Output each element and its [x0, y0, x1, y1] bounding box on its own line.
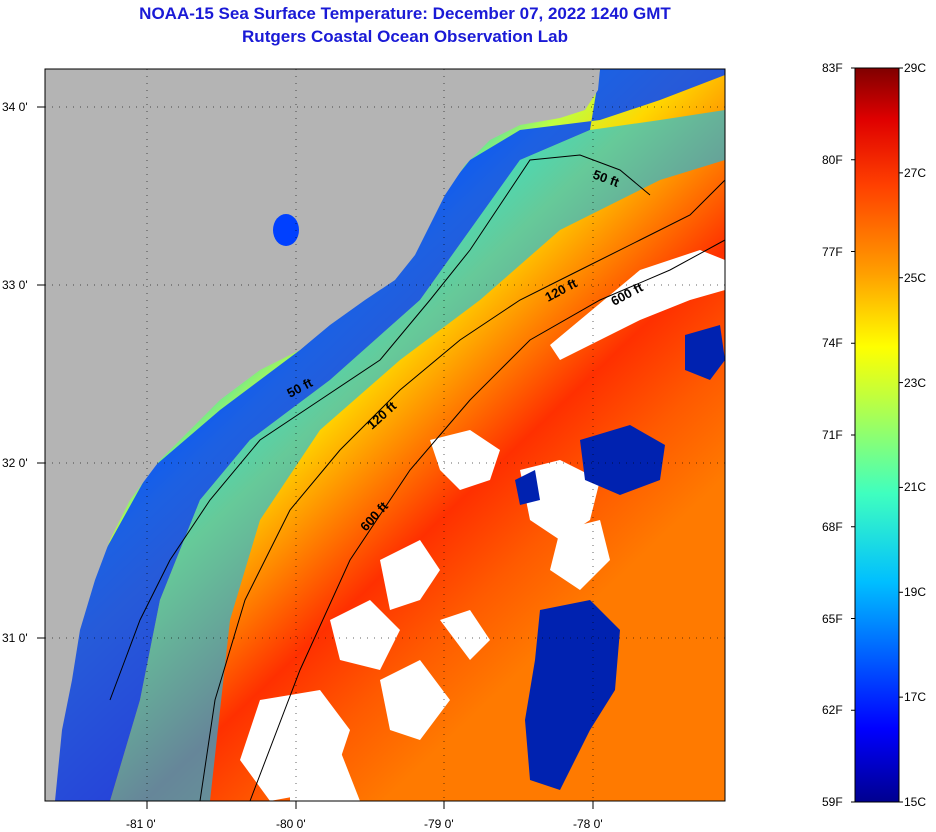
colorbar-fahrenheit-label: 68F [822, 519, 843, 534]
plot-frame [44, 68, 726, 802]
colorbar-fahrenheit-label: 83F [822, 61, 843, 75]
lon-label-78: -78 0' [573, 817, 603, 831]
nearshore-cyan-band [110, 110, 725, 801]
colorbar-celsius-label: 27C [904, 165, 927, 180]
colorbar-celsius-label: 23C [904, 375, 927, 390]
colorbar-fahrenheit-label: 62F [822, 703, 843, 718]
contour-120ft [199, 179, 725, 801]
contour-600ft [249, 239, 725, 801]
colorbar-celsius-label: 29C [904, 61, 927, 75]
contour-50ft [109, 154, 651, 701]
lat-label-32: 32 0' [2, 456, 28, 470]
cold-patches [515, 325, 725, 790]
colorbar-celsius-label: 19C [904, 585, 927, 600]
lat-label-34: 34 0' [2, 100, 28, 114]
colorbar-fahrenheit-label: 80F [822, 152, 843, 167]
lon-label-79: -79 0' [424, 817, 454, 831]
title-line2: Rutgers Coastal Ocean Observation Lab [242, 27, 568, 46]
axis-ticks [37, 106, 594, 809]
lat-label-33: 33 0' [2, 278, 28, 292]
colorbar-celsius-label: 21C [904, 480, 927, 495]
colorbar-ticks [851, 67, 903, 803]
colorbar-fahrenheit-label: 77F [822, 244, 843, 259]
land-mass [45, 69, 600, 801]
colorbar-celsius-label: 15C [904, 795, 927, 809]
title-line1: NOAA-15 Sea Surface Temperature: Decembe… [139, 4, 671, 23]
colorbar-celsius-label: 17C [904, 690, 927, 705]
lon-label-80: -80 0' [276, 817, 306, 831]
lon-label-81: -81 0' [126, 817, 156, 831]
colorbar-fahrenheit-label: 74F [822, 336, 843, 351]
colorbar [854, 67, 900, 803]
cloud-patches [240, 250, 725, 801]
nearshore-cool-band [45, 69, 725, 801]
colorbar-fahrenheit-label: 65F [822, 611, 843, 626]
lake [273, 214, 299, 246]
graticule [45, 69, 725, 801]
colorbar-celsius-label: 25C [904, 270, 927, 285]
lat-label-31: 31 0' [2, 631, 28, 645]
colorbar-fahrenheit-label: 71F [822, 428, 843, 442]
colorbar-fahrenheit-label: 59F [822, 795, 843, 809]
